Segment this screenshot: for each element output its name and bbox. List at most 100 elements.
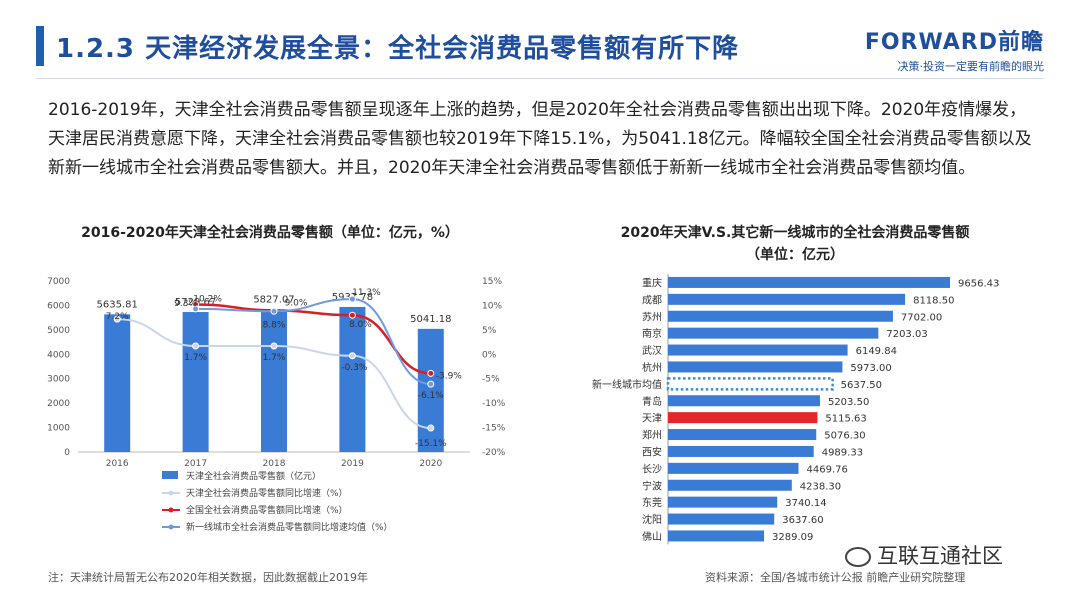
x-tick-label: 2020 <box>419 459 442 469</box>
bar-value-label: 3289.09 <box>772 532 813 543</box>
x-tick-label: 2018 <box>263 459 286 469</box>
header-divider <box>36 78 1044 79</box>
category-label: 杭州 <box>642 361 662 374</box>
series-value-label: -0.3% <box>341 363 368 373</box>
series-value-label: 11.3% <box>352 288 381 298</box>
series-point <box>348 311 356 319</box>
legend-marker <box>168 507 174 513</box>
category-label: 重庆 <box>642 276 662 289</box>
bar <box>668 530 765 542</box>
bar <box>668 462 799 474</box>
legend-marker <box>168 490 174 496</box>
category-label: 宁波 <box>642 479 662 492</box>
bar-value-label: 5729.67 <box>175 297 216 308</box>
bar-value-label: 4238.30 <box>800 481 841 492</box>
series-point <box>348 295 356 303</box>
category-label: 武汉 <box>642 344 662 357</box>
bar-value-label: 7203.03 <box>886 329 927 340</box>
bar <box>668 479 792 491</box>
series-point <box>427 380 435 388</box>
series-point <box>270 342 278 350</box>
bar-value-label: 5937.78 <box>332 292 373 303</box>
y-right-tick-label: 5% <box>482 326 497 336</box>
category-label: 佛山 <box>642 530 662 543</box>
series-value-label: 10.2% <box>193 294 222 304</box>
series-line <box>117 318 431 430</box>
category-label: 沈阳 <box>642 513 662 526</box>
y-right-tick-label: 10% <box>482 301 502 311</box>
series-point <box>348 352 356 360</box>
legend-label: 天津全社会消费品零售额同比增速（%） <box>186 487 348 499</box>
series-value-label: -6.1% <box>418 391 445 401</box>
series-value-label: 9.0% <box>285 298 308 308</box>
bar <box>104 314 131 452</box>
series-point <box>427 369 435 377</box>
average-bar <box>666 377 834 391</box>
bar <box>668 293 906 305</box>
bar <box>339 306 366 452</box>
legend-label: 全国全社会消费品零售额同比增速（%） <box>186 504 348 516</box>
bar-value-label: 5041.18 <box>410 314 451 325</box>
y-left-tick-label: 5000 <box>47 326 70 336</box>
footer-note: 注：天津统计局暂无公布2020年相关数据，因此数据截止2019年 <box>48 571 368 584</box>
bar <box>668 327 879 339</box>
series-point <box>113 315 121 323</box>
series-value-label: 8.0% <box>349 320 372 330</box>
y-right-tick-label: 15% <box>482 277 502 287</box>
bar-value-label: 4469.76 <box>807 464 848 475</box>
right-chart-title: 2020年天津V.S.其它新一线城市的全社会消费品零售额 <box>620 225 970 241</box>
bar-value-label: 5637.50 <box>841 380 882 391</box>
highlight-bar <box>668 412 818 424</box>
category-label: 青岛 <box>642 395 662 408</box>
series-line <box>195 298 431 386</box>
y-left-tick-label: 3000 <box>47 375 70 385</box>
y-left-tick-label: 4000 <box>47 350 70 360</box>
y-left-tick-label: 0 <box>64 448 70 458</box>
category-label: 西安 <box>642 445 662 458</box>
brand-logo: FORWARD前瞻 决策·投资一定要有前瞻的眼光 <box>865 24 1044 74</box>
logo-text: FORWARD前瞻 <box>864 30 1044 55</box>
bar-value-label: 5635.81 <box>97 299 138 310</box>
series-value-label: -3.9% <box>436 371 463 381</box>
bar-value-label: 5203.50 <box>828 397 869 408</box>
bar <box>668 513 775 525</box>
legend-label: 新一线城市全社会消费品零售额同比增速均值（%） <box>186 521 393 533</box>
bar-value-label: 7702.00 <box>901 312 942 323</box>
bar-value-label: 3637.60 <box>782 515 823 526</box>
wechat-label: 互联互通社区 <box>877 544 1003 568</box>
category-label: 长沙 <box>642 463 662 475</box>
x-tick-label: 2019 <box>341 459 364 469</box>
bar <box>668 395 820 407</box>
bar <box>668 361 843 373</box>
bar-value-label: 6149.84 <box>856 346 897 357</box>
footer-source: 资料来源：全国/各城市统计公报 前瞻产业研究院整理 <box>705 571 966 584</box>
y-left-tick-label: 2000 <box>47 399 70 409</box>
category-label: 苏州 <box>642 310 662 323</box>
x-tick-label: 2016 <box>106 459 129 469</box>
y-right-tick-label: -15% <box>482 424 506 434</box>
bar <box>668 445 814 457</box>
page-title: 1.2.3 天津经济发展全景：全社会消费品零售额有所下降 <box>56 34 740 64</box>
category-label: 天津 <box>642 413 662 425</box>
bar-value-label: 5076.30 <box>824 431 865 442</box>
bar-value-label: 9656.43 <box>958 278 999 289</box>
y-left-tick-label: 6000 <box>47 301 70 311</box>
bar <box>417 328 444 452</box>
series-line <box>195 303 431 375</box>
bar-value-label: 4989.33 <box>822 447 863 458</box>
bar <box>668 310 893 322</box>
series-value-label: 9.3% <box>174 299 197 309</box>
bar-value-label: 8118.50 <box>913 295 954 306</box>
series-value-label: 1.7% <box>263 353 286 363</box>
y-left-tick-label: 1000 <box>47 424 70 434</box>
category-label: 东莞 <box>642 496 662 509</box>
category-label: 南京 <box>642 327 662 340</box>
series-point <box>270 306 278 314</box>
series-value-label: 7.2% <box>106 312 129 322</box>
category-label: 郑州 <box>642 429 662 442</box>
y-right-tick-label: 0% <box>482 350 497 360</box>
y-right-tick-label: -10% <box>482 399 506 409</box>
wechat-watermark: 互联互通社区 <box>845 540 1003 570</box>
